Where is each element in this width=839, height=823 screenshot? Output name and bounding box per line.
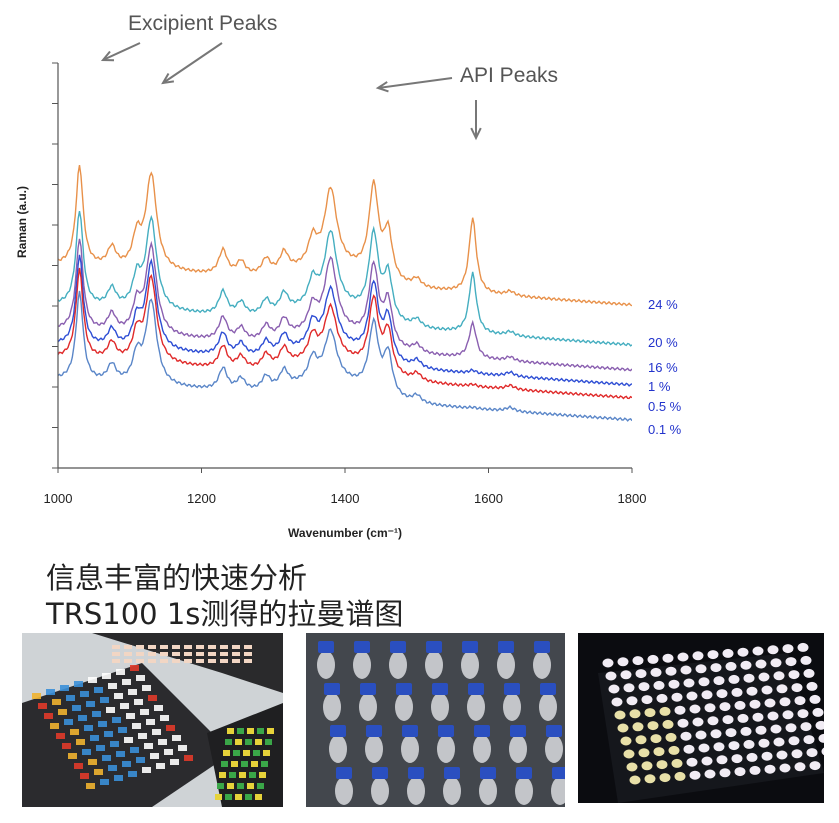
vial-tray-photo (306, 633, 565, 807)
annotation-excipient-peaks: Excipient Peaks (128, 12, 277, 35)
annotation-arrow (102, 42, 141, 61)
series-label: 0.5 % (648, 399, 682, 414)
series-label: 1 % (648, 379, 671, 394)
series-label: 0.1 % (648, 422, 682, 437)
series-line (58, 267, 632, 400)
x-tick-label: 1000 (44, 491, 73, 506)
well-plate-photo (578, 633, 824, 803)
caption: 信息丰富的快速分析 TRS100 1s测得的拉曼谱图 (46, 560, 403, 632)
series-label: 16 % (648, 360, 678, 375)
series-line (58, 164, 632, 307)
y-axis-label: Raman (a.u.) (15, 186, 29, 258)
series-line (58, 210, 632, 347)
annotation-arrow (162, 42, 223, 84)
x-tick-label: 1600 (474, 491, 503, 506)
caption-line-2: TRS100 1s测得的拉曼谱图 (46, 597, 404, 631)
annotation-arrowhead (470, 127, 482, 141)
x-tick-label: 1200 (187, 491, 216, 506)
raman-spectra-chart: 1000 1200 1400 1600 1800 Wavenumber (cm⁻¹) Ram… (15, 12, 682, 540)
series-line (58, 254, 632, 387)
series-line (58, 238, 632, 372)
x-tick-label: 1800 (618, 491, 647, 506)
annotation-api-peaks: API Peaks (460, 64, 558, 87)
series-label: 24 % (648, 297, 678, 312)
series-line (58, 290, 632, 422)
annotation-arrow (377, 77, 453, 89)
annotation-arrowhead (161, 72, 175, 85)
caption-line-1: 信息丰富的快速分析 (46, 561, 308, 595)
annotation-arrowhead (375, 81, 389, 93)
sample-trays-photo (22, 633, 283, 807)
x-axis-label: Wavenumber (cm⁻¹) (288, 526, 402, 540)
annotation-arrowhead (100, 50, 115, 62)
x-tick-label: 1400 (331, 491, 360, 506)
series-label: 20 % (648, 335, 678, 350)
